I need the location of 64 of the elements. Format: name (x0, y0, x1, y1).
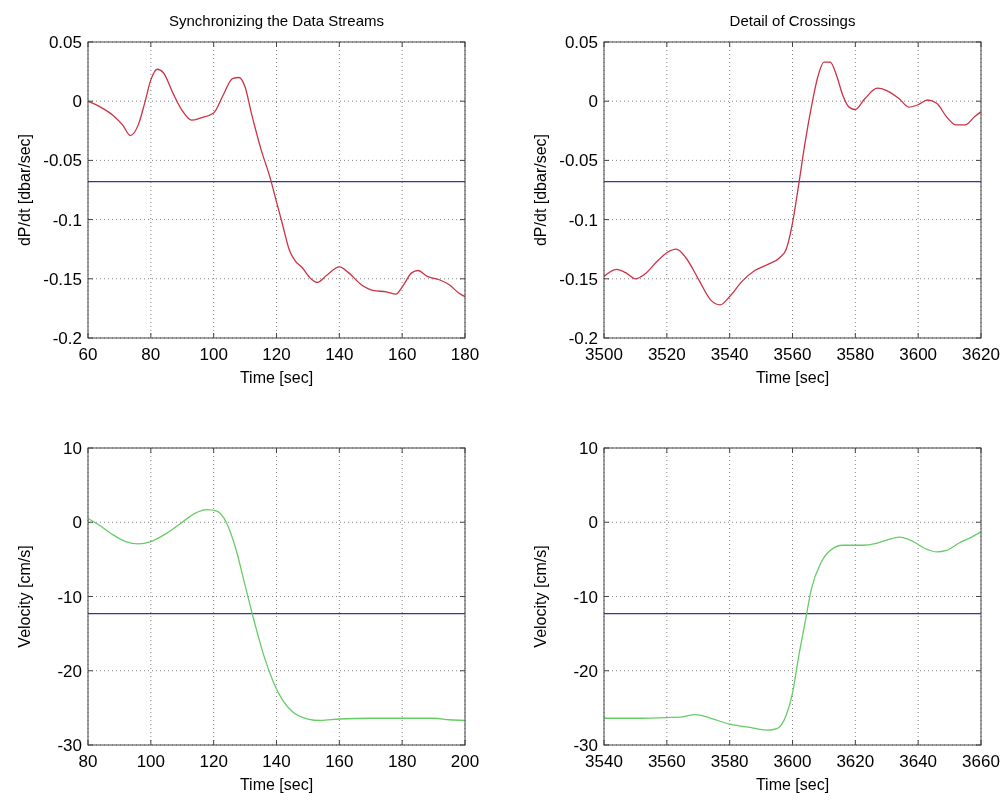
x-tick-label: 3620 (836, 752, 875, 771)
y-tick-label: 0 (588, 92, 598, 112)
x-tick-label: 3620 (962, 345, 1000, 364)
x-tick-label: 3520 (647, 345, 686, 364)
y-tick-label: -0.15 (43, 269, 82, 289)
x-tick-label: 160 (387, 345, 417, 364)
x-tick-label: 3500 (585, 345, 623, 364)
y-tick-label: 10 (579, 439, 598, 458)
y-axis-title: dP/dt [dbar/sec] (532, 133, 549, 247)
line-series (603, 61, 982, 306)
y-tick-label: -0.1 (568, 210, 598, 230)
y-tick-label: -30 (57, 736, 82, 755)
x-tick-label: 180 (450, 345, 480, 364)
x-tick-label: 200 (450, 752, 480, 771)
line-series (603, 531, 982, 731)
y-axis-title: dP/dt [dbar/sec] (16, 133, 33, 247)
x-tick-label: 140 (262, 752, 291, 771)
x-axis-title: Time [sec] (239, 776, 314, 793)
y-tick-label: -0.15 (559, 269, 598, 289)
x-tick-label: 100 (199, 345, 228, 364)
y-tick-label: -0.2 (52, 329, 82, 348)
y-tick-label: 0 (72, 513, 82, 533)
chart-title: Synchronizing the Data Streams (168, 12, 385, 29)
y-tick-label: 0 (588, 513, 598, 533)
x-tick-label: 3660 (962, 752, 1000, 771)
x-tick-label: 3540 (710, 345, 749, 364)
y-tick-label: -0.05 (43, 151, 82, 171)
x-tick-label: 120 (262, 345, 291, 364)
line-series (87, 68, 466, 298)
y-axis-title: Velocity [cm/s] (532, 545, 549, 648)
x-tick-label: 80 (141, 345, 161, 364)
y-tick-label: 0.05 (48, 33, 82, 52)
y-tick-label: -0.2 (568, 329, 598, 348)
y-tick-label: -0.1 (52, 210, 82, 230)
y-tick-label: 10 (63, 439, 82, 458)
y-tick-label: -0.05 (559, 151, 598, 171)
y-tick-label: 0 (72, 92, 82, 112)
x-tick-label: 3600 (899, 345, 938, 364)
x-tick-label: 3560 (647, 752, 686, 771)
x-tick-label: 140 (325, 345, 354, 364)
x-axis-title: Time [sec] (239, 369, 314, 386)
x-tick-label: 100 (136, 752, 166, 771)
y-tick-label: -10 (57, 587, 82, 607)
x-tick-label: 3560 (773, 345, 812, 364)
y-tick-label: -20 (57, 661, 82, 681)
x-tick-label: 80 (78, 752, 98, 771)
x-tick-label: 60 (78, 345, 98, 364)
y-tick-label: 0.05 (564, 33, 598, 52)
x-tick-label: 120 (199, 752, 228, 771)
line-series (87, 508, 466, 722)
y-tick-label: -10 (573, 587, 598, 607)
y-tick-label: -20 (573, 661, 598, 681)
x-axis-title: Time [sec] (755, 776, 830, 793)
x-tick-label: 3540 (585, 752, 623, 771)
x-tick-label: 160 (325, 752, 354, 771)
x-tick-label: 3580 (836, 345, 875, 364)
x-tick-label: 3580 (710, 752, 749, 771)
y-tick-label: -30 (573, 736, 598, 755)
x-tick-label: 3600 (773, 752, 812, 771)
x-tick-label: 3640 (899, 752, 938, 771)
chart-title: Detail of Crossings (729, 12, 856, 29)
x-axis-title: Time [sec] (755, 369, 830, 386)
y-axis-title: Velocity [cm/s] (16, 545, 33, 648)
x-tick-label: 180 (387, 752, 417, 771)
